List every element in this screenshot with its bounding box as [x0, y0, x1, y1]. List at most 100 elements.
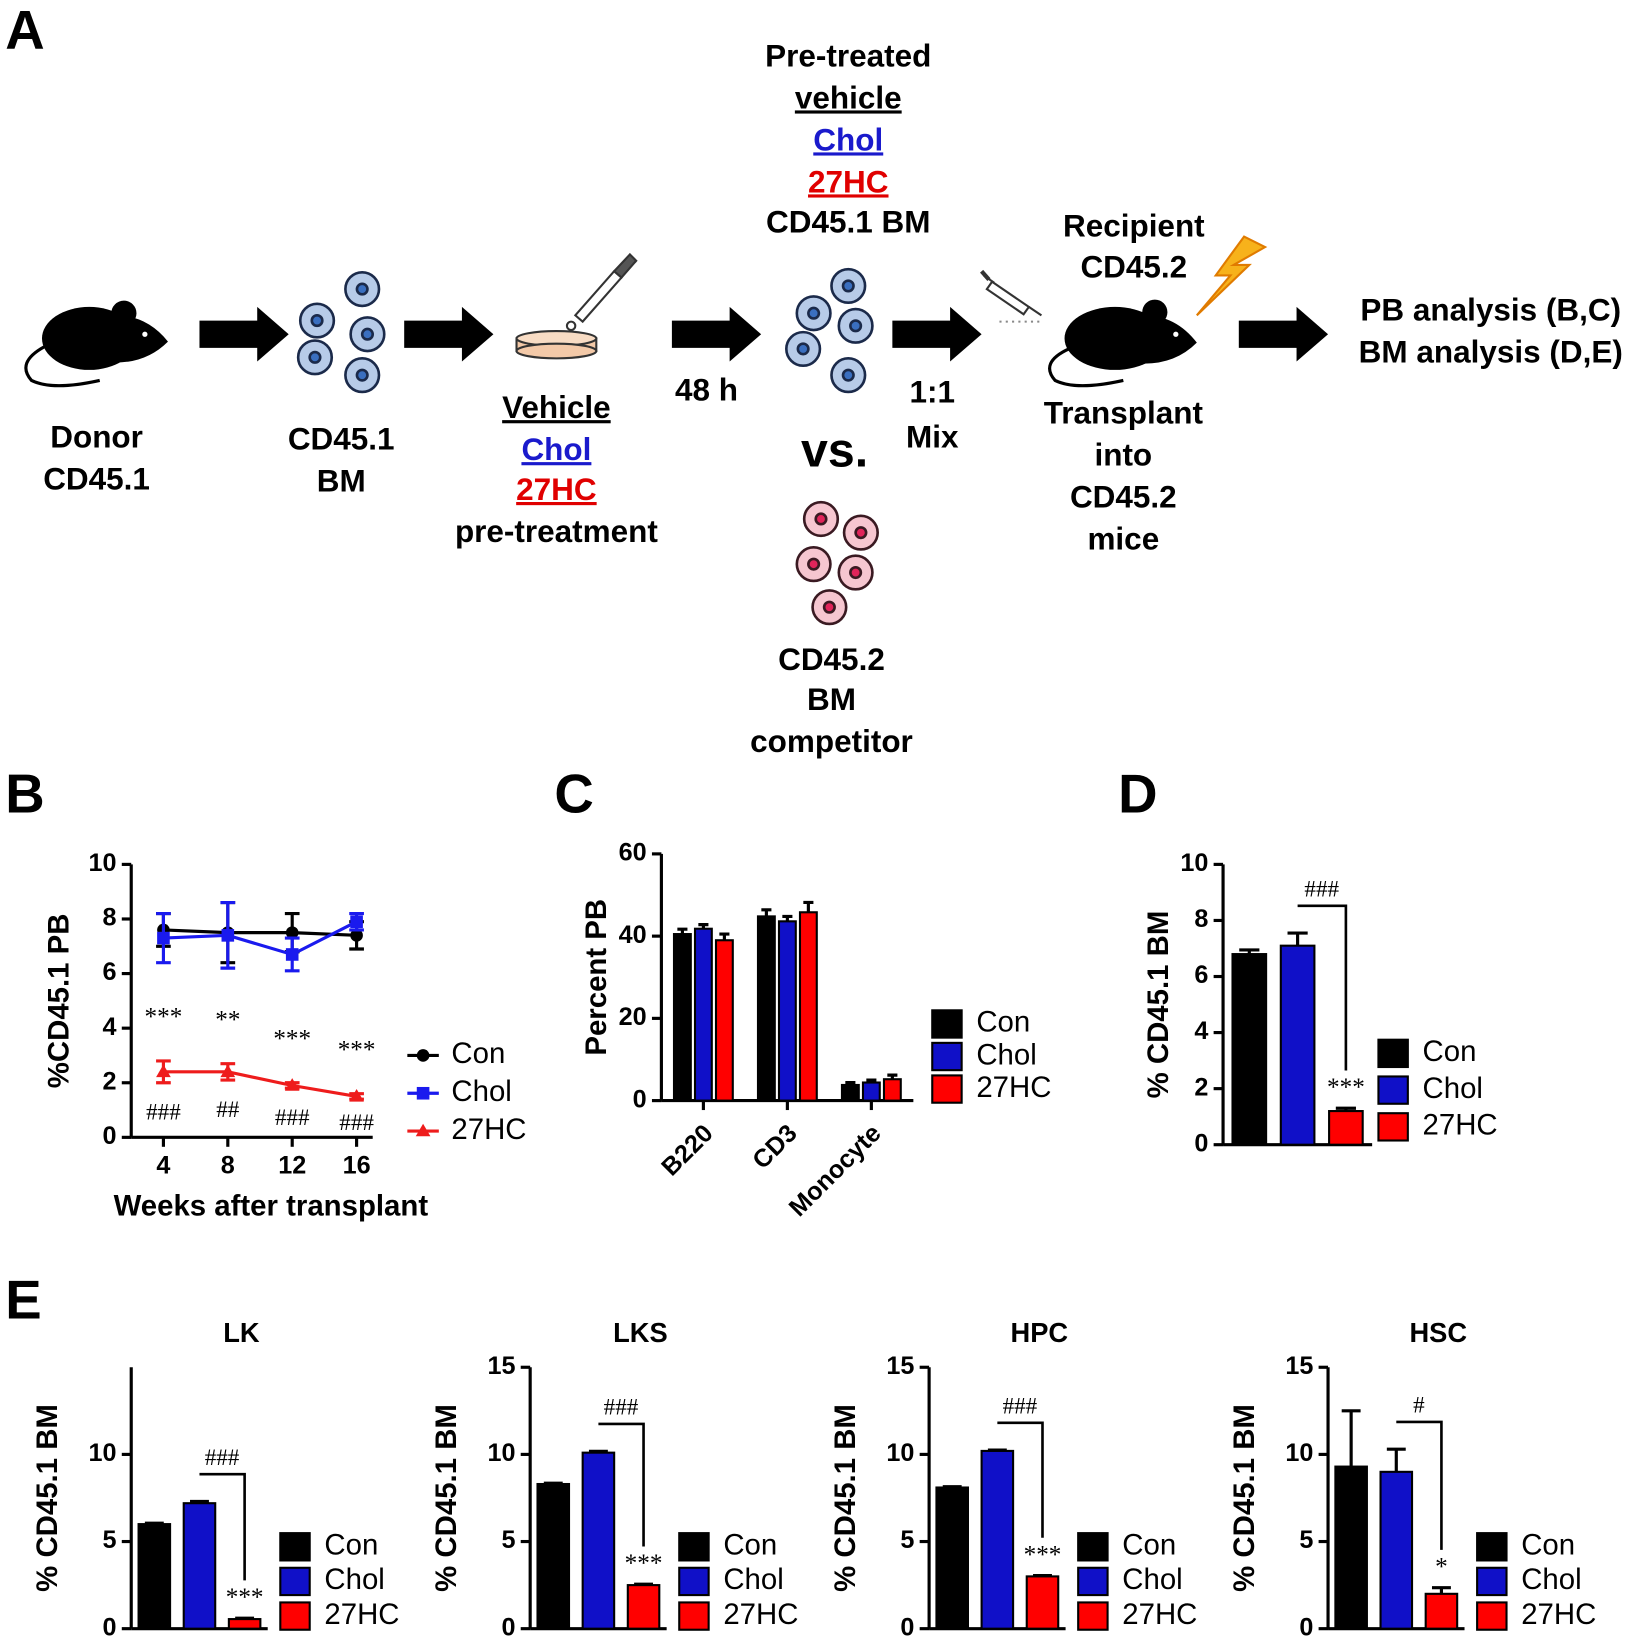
- annotation: #: [1413, 1391, 1425, 1417]
- annotation: **: [215, 1006, 240, 1033]
- y-tick-label: 20: [619, 1003, 647, 1031]
- diagram-text: CD45.1: [288, 421, 395, 457]
- legend-swatch: [678, 1532, 710, 1562]
- cd452-cells: [795, 500, 879, 626]
- marker: [156, 1064, 171, 1078]
- legend-marker: [416, 1086, 430, 1100]
- diagram-text: mice: [1087, 520, 1159, 556]
- legend-swatch: [931, 1009, 963, 1039]
- y-tick-label: 0: [1299, 1613, 1313, 1641]
- y-tick-label: 4: [1194, 1017, 1208, 1045]
- y-tick-label: 0: [103, 1613, 117, 1641]
- marker: [221, 929, 235, 942]
- marker: [220, 1064, 236, 1078]
- legend-swatch: [1377, 1038, 1409, 1069]
- bar: [1424, 1592, 1459, 1630]
- bar: [672, 933, 692, 1102]
- annotation: ###: [205, 1444, 240, 1470]
- legend-label: Chol: [723, 1563, 783, 1596]
- y-tick-label: 5: [1299, 1526, 1313, 1554]
- diagram-text: Transplant: [1044, 394, 1204, 430]
- annotation: ##: [216, 1096, 240, 1122]
- bracket: [598, 1422, 645, 1547]
- y-tick-label: 0: [633, 1085, 647, 1113]
- legend-label: Con: [451, 1037, 505, 1070]
- marker: [284, 1078, 300, 1091]
- legend-label: 27HC: [976, 1071, 1051, 1104]
- y-tick-label: 5: [103, 1526, 117, 1554]
- legend-swatch: [1077, 1601, 1109, 1631]
- legend-marker: [416, 1049, 430, 1062]
- y-tick-label: 2: [103, 1067, 117, 1095]
- annotation: ***: [273, 1026, 311, 1053]
- marker: [285, 948, 299, 961]
- y-axis-label: % CD45.1 BM: [1142, 911, 1175, 1099]
- y-tick-label: 10: [1180, 849, 1208, 877]
- legend-label: Con: [324, 1529, 378, 1562]
- bar: [626, 1584, 661, 1630]
- y-tick-label: 6: [1194, 961, 1208, 989]
- y-tick-label: 10: [487, 1439, 515, 1467]
- diagram-text: Vehicle: [502, 389, 611, 425]
- legend-label: 27HC: [1423, 1109, 1498, 1142]
- bar: [227, 1618, 262, 1630]
- y-tick-label: 15: [487, 1352, 515, 1380]
- legend-swatch: [931, 1074, 963, 1104]
- legend-label: 27HC: [1521, 1598, 1596, 1631]
- diagram-text: PB analysis (B,C): [1360, 291, 1621, 327]
- diagram-text: CD45.1 BM: [766, 203, 930, 239]
- irradiation: [1196, 235, 1268, 317]
- diagram-text: Donor: [50, 419, 143, 455]
- bar: [777, 920, 797, 1102]
- legend-swatch: [279, 1566, 311, 1597]
- annotation: ***: [625, 1550, 663, 1577]
- y-axis-label: % CD45.1 BM: [829, 1404, 862, 1592]
- panel-label: E: [5, 1270, 41, 1331]
- diagram-text: CD45.2: [1080, 248, 1187, 284]
- syringe: [980, 269, 1043, 323]
- y-tick-label: 0: [900, 1613, 914, 1641]
- diagram-text: 27HC: [516, 471, 597, 507]
- diagram-text: 48 h: [675, 371, 738, 407]
- bar: [536, 1482, 571, 1630]
- annotation: ###: [275, 1104, 310, 1130]
- y-tick-label: 10: [89, 1439, 117, 1467]
- legend-swatch: [931, 1041, 963, 1072]
- diagram-text: 27HC: [808, 163, 889, 199]
- legend-swatch: [279, 1601, 311, 1631]
- legend-label: Con: [976, 1006, 1030, 1039]
- y-tick-label: 4: [103, 1013, 117, 1041]
- bar: [137, 1523, 172, 1630]
- y-axis-label: % CD45.1 BM: [430, 1404, 463, 1592]
- bar: [1231, 953, 1268, 1146]
- y-tick-label: 15: [1285, 1352, 1313, 1380]
- y-axis-label: % CD45.1 BM: [31, 1404, 64, 1592]
- legend-swatch: [1077, 1566, 1109, 1597]
- bar: [798, 911, 818, 1102]
- annotation: ***: [226, 1584, 264, 1611]
- y-axis-label: Percent PB: [580, 899, 613, 1056]
- y-tick-label: 6: [103, 958, 117, 986]
- diagram-text: vehicle: [795, 79, 902, 115]
- legend-label: Chol: [1521, 1563, 1581, 1596]
- legend-label: Con: [723, 1529, 777, 1562]
- chart-title: HSC: [1409, 1317, 1467, 1348]
- panel-label: D: [1118, 764, 1157, 825]
- series-line: [163, 920, 358, 957]
- legend-label: Con: [1423, 1035, 1477, 1068]
- y-tick-label: 8: [103, 904, 117, 932]
- bar: [840, 1083, 860, 1102]
- bar: [1279, 944, 1316, 1146]
- legend-label: 27HC: [1122, 1598, 1197, 1631]
- bar: [980, 1449, 1015, 1630]
- diagram-text: competitor: [750, 723, 913, 759]
- bar: [861, 1081, 881, 1102]
- legend-label: Chol: [324, 1563, 384, 1596]
- donor-mouse: [24, 300, 168, 388]
- legend-label: Chol: [976, 1038, 1036, 1071]
- legend-swatch: [1476, 1566, 1508, 1597]
- diagram-text: BM: [807, 681, 856, 717]
- series-line: [163, 1070, 357, 1098]
- legend-marker: [415, 1123, 431, 1137]
